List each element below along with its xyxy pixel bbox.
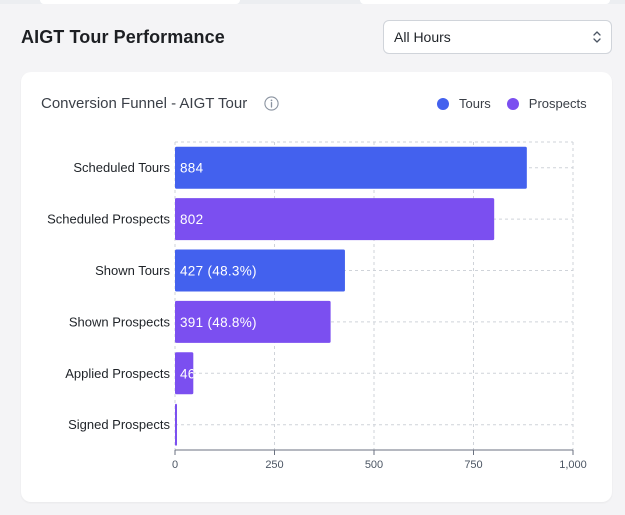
legend-item-tours[interactable]: Tours bbox=[437, 96, 491, 111]
bar bbox=[175, 249, 345, 292]
category-label: Signed Prospects bbox=[68, 417, 170, 432]
bar-data-label: 46 bbox=[180, 366, 196, 381]
category-label: Shown Prospects bbox=[69, 314, 171, 329]
hours-select-value: All Hours bbox=[394, 29, 451, 45]
chart-card: Conversion Funnel - AIGT Tour Tours Pros… bbox=[21, 72, 612, 502]
top-strip-segment bbox=[360, 0, 610, 4]
x-tick-label: 1,000 bbox=[559, 459, 587, 471]
hours-select[interactable]: All Hours bbox=[383, 20, 612, 54]
category-label: Scheduled Prospects bbox=[47, 212, 170, 227]
x-tick-label: 750 bbox=[464, 459, 482, 471]
top-strip bbox=[0, 0, 625, 4]
bar bbox=[175, 352, 194, 395]
page-title: AIGT Tour Performance bbox=[21, 27, 225, 47]
conversion-funnel-chart: 0 250 500 750 1,000 Scheduled Tours 884 Schedul… bbox=[47, 141, 587, 471]
bar-data-label: 884 bbox=[180, 161, 204, 176]
info-icon[interactable] bbox=[264, 96, 279, 111]
x-tick-label: 250 bbox=[265, 459, 283, 471]
up-down-chevron-icon bbox=[593, 31, 601, 43]
x-tick-label: 500 bbox=[365, 459, 383, 471]
bar bbox=[175, 300, 331, 343]
bar-data-label: 391 (48.8%) bbox=[180, 315, 257, 330]
bar bbox=[175, 198, 495, 241]
top-strip-segment bbox=[40, 0, 240, 4]
bar bbox=[175, 403, 177, 446]
legend-label: Prospects bbox=[528, 96, 587, 111]
category-label: Applied Prospects bbox=[65, 366, 170, 381]
legend-label: Tours bbox=[459, 96, 491, 111]
category-label: Shown Tours bbox=[95, 263, 170, 278]
bar bbox=[175, 146, 527, 189]
chart-title: Conversion Funnel - AIGT Tour bbox=[41, 95, 248, 112]
x-tick-label: 0 bbox=[172, 459, 178, 471]
legend-dot-prospects bbox=[506, 97, 519, 110]
bar-data-label: 427 (48.3%) bbox=[180, 264, 257, 279]
legend-item-prospects[interactable]: Prospects bbox=[506, 96, 587, 111]
category-label: Scheduled Tours bbox=[73, 160, 170, 175]
bar-data-label: 802 bbox=[180, 212, 203, 227]
legend-dot-tours bbox=[437, 97, 449, 110]
chart-legend: Tours Prospects bbox=[437, 96, 603, 111]
